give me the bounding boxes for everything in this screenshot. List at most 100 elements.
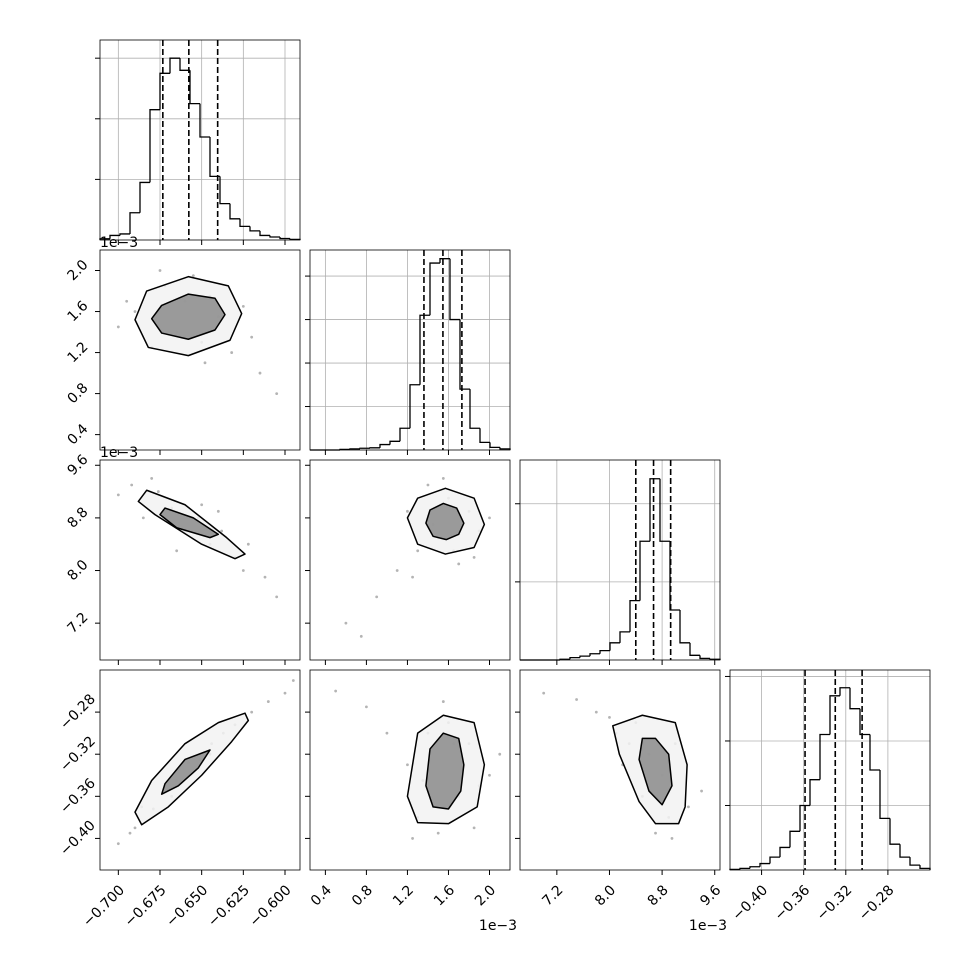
sample-point	[150, 477, 153, 480]
hist-step	[140, 182, 150, 212]
sample-point	[375, 595, 378, 598]
sample-point	[334, 690, 337, 693]
x-tick-label: −0.40	[730, 882, 772, 924]
hist-step	[160, 73, 170, 109]
x-tick-label: 0.4	[308, 882, 335, 909]
y-tick-label: −0.28	[57, 691, 99, 733]
hist-step	[270, 235, 280, 237]
sample-point	[416, 549, 419, 552]
sample-point	[473, 556, 476, 559]
sample-point	[259, 372, 262, 375]
sample-point	[117, 326, 120, 329]
hist-step	[620, 632, 630, 643]
hist-step	[670, 541, 680, 610]
sample-point	[230, 351, 233, 354]
sample-point	[406, 510, 409, 513]
x-tick-label: −0.650	[163, 882, 211, 930]
hist-step	[680, 610, 690, 643]
hist-step	[700, 655, 710, 658]
hist-step	[660, 479, 670, 542]
hist-step	[750, 867, 760, 869]
hist-step	[390, 441, 400, 444]
sample-point	[242, 305, 245, 308]
sample-point	[250, 711, 253, 714]
sample-point	[125, 300, 128, 303]
sample-point	[142, 516, 145, 519]
sample-point	[498, 753, 501, 756]
sample-point	[411, 837, 414, 840]
sample-point	[292, 679, 295, 682]
hist-step	[470, 389, 480, 428]
hist-step	[610, 643, 620, 651]
sample-point	[700, 790, 703, 793]
hist-step	[860, 709, 870, 735]
y-tick-label: 2.0	[64, 257, 91, 284]
hist-step	[400, 428, 410, 441]
x-tick-label: −0.700	[80, 882, 128, 930]
sample-point	[457, 563, 460, 566]
sample-point	[386, 732, 389, 735]
x-tick-label: 0.8	[349, 882, 376, 909]
sample-point	[264, 576, 267, 579]
y-tick-label: 8.8	[64, 504, 91, 531]
x-offset-label: 1e−3	[689, 918, 727, 934]
axes-frame	[520, 460, 720, 660]
hist-step	[240, 219, 250, 227]
hist-step	[840, 688, 850, 696]
sample-point	[247, 543, 250, 546]
x-offset-label: 1e−3	[479, 918, 517, 934]
x-tick-label: −0.625	[205, 882, 253, 930]
sample-point	[608, 716, 611, 719]
hist-step	[590, 654, 600, 656]
sample-point	[117, 493, 120, 496]
x-tick-label: 1.2	[390, 882, 417, 909]
sample-point	[134, 826, 137, 829]
hist-step	[250, 226, 260, 231]
hist-step	[900, 844, 910, 857]
hist-step	[870, 735, 880, 770]
hist-step	[780, 847, 790, 857]
axes-frame	[520, 670, 720, 870]
axes-frame	[100, 40, 300, 240]
hist-step	[690, 643, 700, 656]
sample-point	[360, 635, 363, 638]
sample-point	[406, 763, 409, 766]
sample-point	[365, 705, 368, 708]
hist-step	[920, 865, 930, 870]
sample-point	[575, 698, 578, 701]
hist-step	[480, 428, 490, 442]
y-offset-label: 1e−3	[100, 235, 138, 251]
sample-point	[344, 622, 347, 625]
hist-step	[580, 656, 590, 658]
sample-point	[427, 484, 430, 487]
sample-point	[542, 692, 545, 695]
sample-point	[687, 805, 690, 808]
sample-point	[595, 711, 598, 714]
hist-step	[790, 831, 800, 847]
sample-point	[217, 510, 220, 513]
y-tick-label: −0.40	[57, 818, 99, 860]
x-tick-label: 8.0	[592, 882, 619, 909]
sample-point	[134, 310, 137, 313]
hist-step	[150, 110, 160, 183]
y-tick-label: −0.36	[57, 775, 99, 817]
y-tick-label: 9.6	[64, 452, 91, 479]
x-tick-label: −0.36	[772, 882, 814, 924]
hist-step	[640, 541, 650, 600]
sample-point	[159, 269, 162, 272]
sample-point	[250, 336, 253, 339]
hist-step	[190, 70, 200, 103]
y-tick-label: 1.2	[64, 339, 91, 366]
hist-step	[740, 868, 750, 869]
sample-point	[411, 576, 414, 579]
hist-step	[380, 445, 390, 448]
hist-step	[130, 213, 140, 234]
sample-point	[157, 490, 160, 493]
y-tick-label: 0.8	[64, 380, 91, 407]
hist-step	[600, 651, 610, 654]
hist-step	[220, 176, 230, 203]
hist-step	[490, 442, 500, 447]
x-tick-label: 8.8	[645, 882, 672, 909]
sample-point	[396, 569, 399, 572]
